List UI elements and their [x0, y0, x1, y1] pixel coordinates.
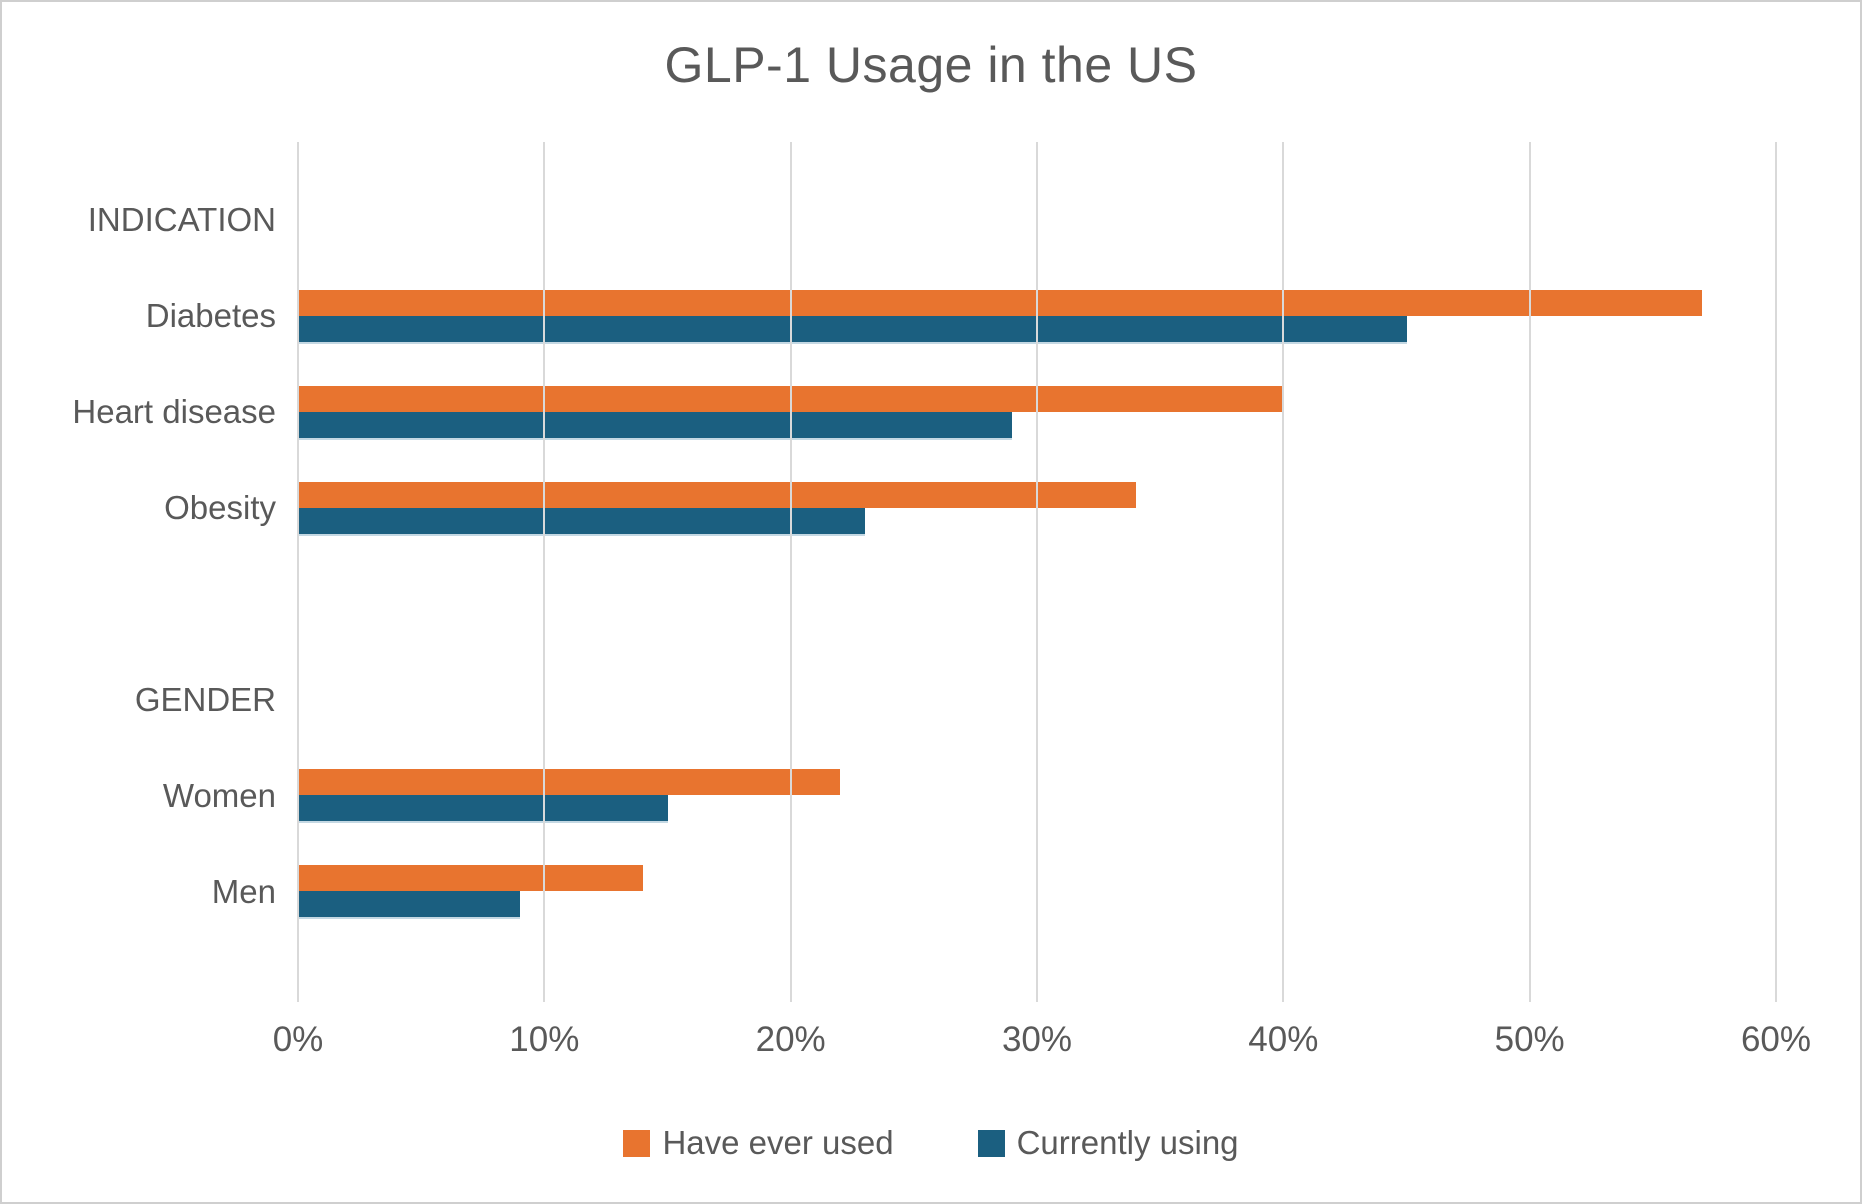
bar-pair — [298, 865, 1776, 918]
axis-tick — [1282, 987, 1285, 1002]
chart-row: INDICATION — [88, 172, 1776, 268]
axis-tick — [1528, 987, 1531, 1002]
x-axis-tick-label: 60% — [1740, 1020, 1812, 1059]
axis-tick — [1775, 987, 1777, 1002]
chart-title: GLP-1 Usage in the US — [664, 37, 1198, 93]
bar-currently-using — [298, 507, 865, 534]
category-label: Women — [162, 776, 276, 814]
chart-row: Women — [163, 747, 1776, 843]
x-axis-tick-label: 10% — [509, 1020, 580, 1059]
group-label: INDICATION — [87, 201, 276, 239]
gridline — [1036, 142, 1038, 987]
gridline — [1282, 142, 1285, 987]
x-axis-tick-label: 0% — [272, 1020, 324, 1059]
gridline — [1528, 142, 1531, 987]
bar-currently-using — [298, 315, 1407, 342]
bar-currently-using — [298, 795, 668, 822]
category-label: Obesity — [164, 489, 276, 527]
legend-item: Currently using — [977, 1124, 1239, 1162]
x-axis-tick-label: 30% — [1001, 1020, 1073, 1059]
legend-item: Have ever used — [623, 1124, 894, 1162]
bar-pair — [298, 289, 1776, 342]
axis-tick — [297, 987, 299, 1002]
category-rows: INDICATION Diabetes Heart disease Obesity GE… — [72, 172, 1776, 939]
legend-swatch — [977, 1129, 1005, 1157]
category-label: Diabetes — [145, 297, 276, 335]
legend-label: Currently using — [1016, 1124, 1239, 1161]
x-axis-tick-label: 50% — [1494, 1020, 1565, 1059]
category-label: Heart disease — [72, 393, 276, 431]
chart-row: Obesity — [164, 460, 1776, 556]
legend-label: Have ever used — [662, 1124, 894, 1161]
chart-row: Diabetes — [146, 268, 1776, 364]
gridline — [543, 142, 546, 987]
legend-swatch — [623, 1129, 651, 1157]
bar-have-ever-used — [298, 865, 643, 892]
bar-have-ever-used — [298, 769, 840, 796]
axis-tick — [789, 987, 792, 1002]
axis-tick — [1036, 987, 1038, 1002]
plot-area: INDICATION Diabetes Heart disease Obesity GE… — [72, 142, 1811, 1059]
bar-currently-using — [298, 411, 1013, 438]
gridline — [1775, 142, 1777, 987]
category-label: Men — [211, 872, 276, 910]
bar-pair — [298, 769, 1776, 822]
axis-tick — [543, 987, 546, 1002]
gridline — [789, 142, 792, 987]
group-label: GENDER — [134, 680, 276, 718]
gridline — [297, 142, 299, 987]
legend: Have ever used Currently using — [2, 1124, 1860, 1162]
bar-currently-using — [298, 891, 520, 918]
bar-have-ever-used — [298, 481, 1136, 508]
bar-have-ever-used — [298, 289, 1703, 316]
x-axis-tick-label: 40% — [1248, 1020, 1319, 1059]
chart-row: GENDER — [135, 651, 1776, 747]
chart-row: Men — [212, 843, 1776, 939]
bar-pair — [298, 481, 1776, 534]
x-axis-tick-label: 20% — [755, 1020, 826, 1059]
